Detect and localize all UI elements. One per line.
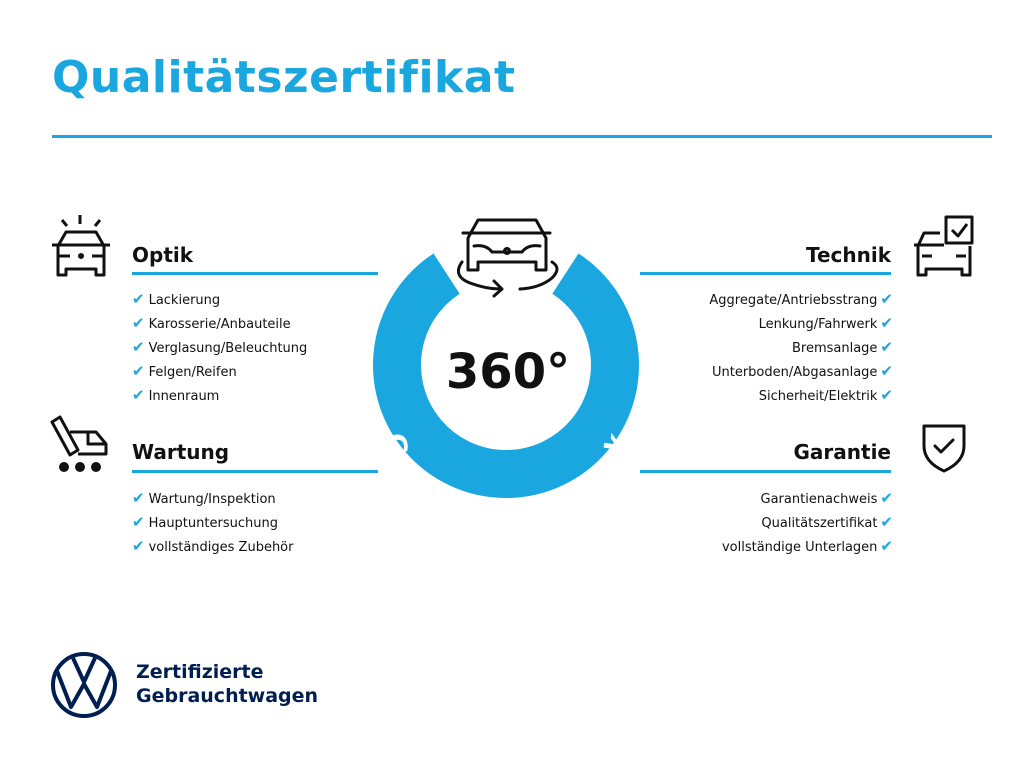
check-icon: ✔ [132,362,145,380]
section-heading-technik: Technik [805,243,891,267]
ring-arc [373,253,639,498]
section-divider [132,272,378,275]
section-divider [132,470,378,473]
check-icon: ✔ [132,489,145,507]
check-icon: ✔ [132,537,145,555]
optik-list: ✔ Lackierung ✔ Karosserie/Anbauteile ✔ Verg… [132,287,307,407]
item-label: vollständige Unterlagen [721,540,878,555]
list-item: Sicherheit/Elektrik ✔ [709,383,893,407]
check-icon: ✔ [880,489,893,507]
item-label: Sicherheit/Elektrik [758,389,878,404]
car-check-icon [914,215,974,277]
list-item: ✔ vollständiges Zubehör [132,534,293,558]
check-icon: ✔ [880,362,893,380]
item-label: Felgen/Reifen [148,365,237,380]
check-icon: ✔ [880,314,893,332]
list-item: vollständige Unterlagen ✔ [722,534,893,558]
item-label: Verglasung/Beleuchtung [148,341,308,356]
page-title: Qualitätszertifikat [52,52,516,103]
car-lights-icon [52,215,110,277]
list-item: Qualitätszertifikat ✔ [722,510,893,534]
check-icon: ✔ [132,386,145,404]
brand-line-2: Gebrauchtwagen [136,685,319,707]
technik-list: Aggregate/Antriebsstrang ✔ Lenkung/Fahrwe… [709,287,893,407]
check-icon: ✔ [132,513,145,531]
item-label: Innenraum [148,389,220,404]
check-icon: ✔ [880,290,893,308]
wartung-list: ✔ Wartung/Inspektion ✔ Hauptuntersuchung ✔… [132,486,293,558]
list-item: Unterboden/Abgasanlage ✔ [709,359,893,383]
check-icon: ✔ [880,513,893,531]
item-label: vollständiges Zubehör [148,540,294,555]
list-item: ✔ Karosserie/Anbauteile [132,311,307,335]
section-heading-wartung: Wartung [132,440,230,464]
item-label: Hauptuntersuchung [148,516,278,531]
item-label: Aggregate/Antriebsstrang [709,293,878,308]
item-label: Lenkung/Fahrwerk [758,317,878,332]
check-icon: ✔ [880,386,893,404]
item-label: Wartung/Inspektion [148,492,276,507]
check-icon: ✔ [132,338,145,356]
car-rotate-icon [456,218,559,298]
garantie-list: Garantienachweis ✔ Qualitätszertifikat ✔ v… [722,486,893,558]
list-item: ✔ Verglasung/Beleuchtung [132,335,307,359]
check-icon: ✔ [880,537,893,555]
item-label: Karosserie/Anbauteile [148,317,291,332]
vw-logo [51,652,117,718]
center-value: 360° [446,344,570,400]
section-heading-garantie: Garantie [793,440,892,464]
check-icon: ✔ [132,314,145,332]
section-heading-optik: Optik [132,243,194,267]
shield-check-icon [922,424,966,473]
list-item: Lenkung/Fahrwerk ✔ [709,311,893,335]
section-divider [640,272,891,275]
check-icon: ✔ [132,290,145,308]
list-item: ✔ Hauptuntersuchung [132,510,293,534]
360-check-ring: Gebrauchtwagen-Check 360° [373,218,639,500]
check-icon: ✔ [880,338,893,356]
item-label: Unterboden/Abgasanlage [711,365,878,380]
section-divider [640,470,891,473]
brand-text: Zertifizierte Gebrauchtwagen [136,660,318,708]
list-item: ✔ Innenraum [132,383,307,407]
title-divider [52,135,992,138]
item-label: Lackierung [148,293,221,308]
brand-line-1: Zertifizierte [136,661,264,683]
item-label: Bremsanlage [791,341,878,356]
item-label: Qualitätszertifikat [761,516,878,531]
list-item: Bremsanlage ✔ [709,335,893,359]
list-item: ✔ Lackierung [132,287,307,311]
list-item: Aggregate/Antriebsstrang ✔ [709,287,893,311]
item-label: Garantienachweis [760,492,878,507]
list-item: Garantienachweis ✔ [722,486,893,510]
list-item: ✔ Wartung/Inspektion [132,486,293,510]
list-item: ✔ Felgen/Reifen [132,359,307,383]
service-tools-icon [50,415,108,472]
